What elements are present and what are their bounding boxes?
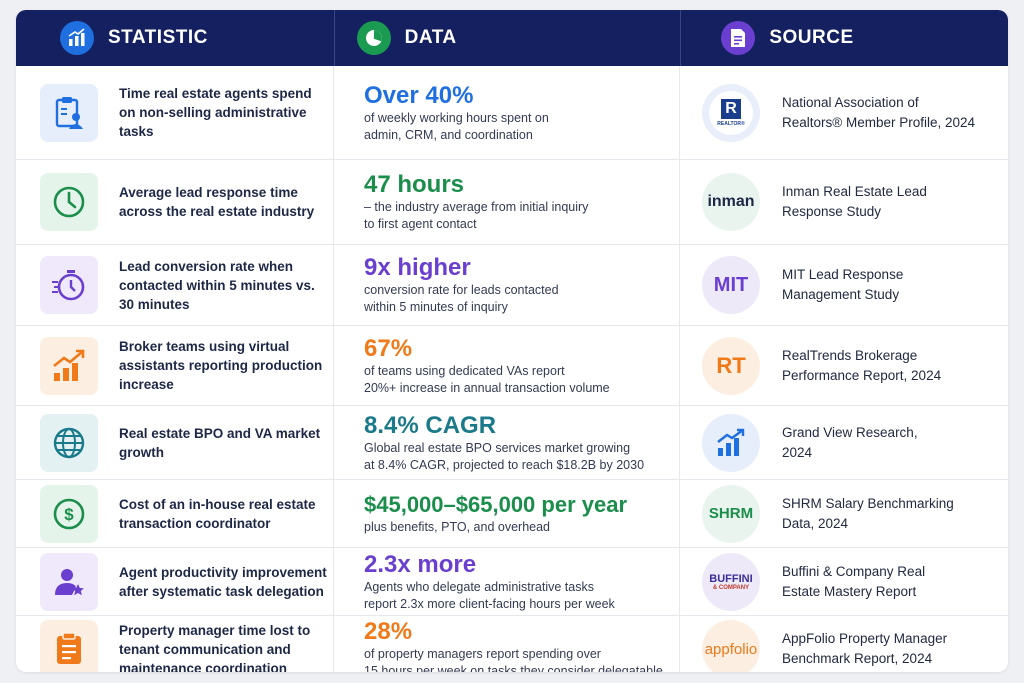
stopwatch-icon xyxy=(40,256,98,314)
table-row: $ Cost of an in-house real estate transa… xyxy=(16,480,1008,548)
data-description: of property managers report spending ove… xyxy=(364,647,663,672)
document-icon xyxy=(721,21,756,55)
source-text: Buffini & Company Real Estate Mastery Re… xyxy=(782,563,926,599)
header-statistic-label: STATISTIC xyxy=(108,27,208,48)
table-body: Time real estate agents spend on non-sel… xyxy=(16,66,1008,672)
realtor-logo-text: REALTOR® xyxy=(717,120,745,127)
buffini-logo-text: BUFFINI xyxy=(709,572,753,585)
header-source: SOURCE xyxy=(681,10,1008,66)
grand-view-research-logo xyxy=(702,413,760,472)
svg-text:$: $ xyxy=(64,505,74,524)
data-description: conversion rate for leads contacted with… xyxy=(364,283,559,314)
inman-logo: inman xyxy=(702,173,760,231)
data-description: of weekly working hours spent on admin, … xyxy=(364,110,549,142)
header-data-label: DATA xyxy=(404,27,457,48)
data-value: 8.4% CAGR xyxy=(364,411,497,439)
globe-icon xyxy=(40,413,98,472)
table-row: Property manager time lost to tenant com… xyxy=(16,616,1008,672)
appfolio-logo: appfolio xyxy=(702,620,760,672)
source-text: AppFolio Property Manager Benchmark Repo… xyxy=(782,631,948,666)
user-star-icon xyxy=(40,552,98,611)
data-description: – the industry average from initial inqu… xyxy=(364,200,589,231)
pie-chart-icon xyxy=(356,21,391,55)
data-description: of teams using dedicated VAs report 20%+… xyxy=(364,363,610,395)
header-source-label: SOURCE xyxy=(769,27,854,48)
clipboard-user-icon xyxy=(40,83,98,142)
data-value: 28% xyxy=(364,618,413,645)
bar-chart-icon xyxy=(60,21,94,55)
data-value: 9x higher xyxy=(364,254,471,281)
table-row: Agent productivity improvement after sys… xyxy=(16,548,1008,616)
table-row: Real estate BPO and VA market growth 8.4… xyxy=(16,406,1008,480)
dollar-icon: $ xyxy=(40,484,98,543)
data-value: 2.3x more xyxy=(364,550,477,578)
source-text: SHRM Salary Benchmarking Data, 2024 xyxy=(782,495,954,531)
data-value: 67% xyxy=(364,334,413,362)
source-text: Grand View Research, 2024 xyxy=(782,424,918,460)
data-value: Over 40% xyxy=(364,81,474,109)
source-text: Inman Real Estate Lead Response Study xyxy=(782,184,927,219)
statistic-text: Time real estate agents spend on non-sel… xyxy=(119,86,312,139)
source-text: MIT Lead Response Management Study xyxy=(782,267,904,302)
realtor-logo: R REALTOR® xyxy=(702,83,760,142)
data-description: plus benefits, PTO, and overhead xyxy=(364,520,550,534)
data-description: Global real estate BPO services market g… xyxy=(364,440,645,472)
data-description: Agents who delegate administrative tasks… xyxy=(364,579,615,611)
clipboard-list-icon xyxy=(40,620,98,672)
mit-logo: MIT xyxy=(702,256,760,314)
statistic-text: Broker teams using virtual assistants re… xyxy=(119,339,323,392)
table-header: STATISTIC DATA SOURCE xyxy=(16,10,1008,66)
statistics-table: STATISTIC DATA SOURCE Time real estate a… xyxy=(16,10,1008,672)
statistic-text: Property manager time lost to tenant com… xyxy=(119,622,311,673)
statistic-text: Real estate BPO and VA market growth xyxy=(119,425,321,460)
table-row: Average lead response time across the re… xyxy=(16,160,1008,245)
growth-chart-icon xyxy=(40,336,98,395)
header-statistic: STATISTIC xyxy=(16,10,335,66)
source-text: RealTrends Brokerage Performance Report,… xyxy=(782,347,942,383)
statistic-text: Cost of an in-house real estate transact… xyxy=(119,496,316,531)
header-data: DATA xyxy=(335,10,682,66)
statistic-text: Lead conversion rate when contacted with… xyxy=(119,258,315,312)
rt-logo: RT xyxy=(702,336,760,395)
clock-icon xyxy=(40,173,98,231)
buffini-logo: BUFFINI & COMPANY xyxy=(702,552,760,611)
data-value: 47 hours xyxy=(364,171,465,198)
table-row: Lead conversion rate when contacted with… xyxy=(16,245,1008,326)
source-text: National Association of Realtors® Member… xyxy=(782,94,976,130)
table-row: Broker teams using virtual assistants re… xyxy=(16,326,1008,406)
table-row: Time real estate agents spend on non-sel… xyxy=(16,66,1008,160)
buffini-logo-subtext: & COMPANY xyxy=(712,584,750,591)
shrm-logo: SHRM xyxy=(702,484,760,543)
statistic-text: Agent productivity improvement after sys… xyxy=(119,564,327,599)
statistic-text: Average lead response time across the re… xyxy=(119,185,315,219)
data-value: $45,000–$65,000 per year xyxy=(364,492,628,517)
